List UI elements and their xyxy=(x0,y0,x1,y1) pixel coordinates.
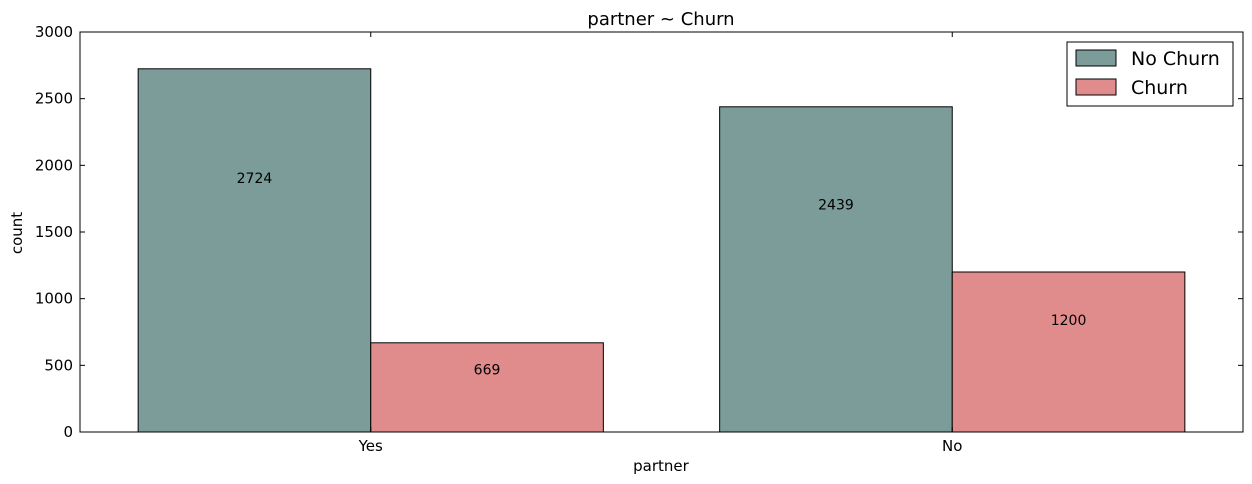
y-tick-label: 1000 xyxy=(35,290,73,308)
data-label: 2439 xyxy=(818,197,854,213)
y-axis-label: count xyxy=(8,212,26,254)
y-tick-label: 0 xyxy=(63,423,73,441)
y-tick-label: 2500 xyxy=(35,90,73,108)
legend-label: Churn xyxy=(1131,77,1188,99)
data-label: 1200 xyxy=(1051,313,1087,329)
y-tick-label: 2000 xyxy=(35,156,73,174)
y-tick-label: 3000 xyxy=(35,23,73,41)
plot-area: 2724 2439 669 1200 0 500 1000 1500 2000 2500 3000 Y… xyxy=(35,23,1244,455)
x-tick-label: No xyxy=(942,437,962,455)
x-tick-label: Yes xyxy=(358,437,383,455)
bar xyxy=(719,106,953,433)
data-label: 2724 xyxy=(237,171,273,187)
x-axis-label: partner xyxy=(633,457,689,475)
legend-swatch xyxy=(1075,78,1117,96)
data-label: 669 xyxy=(474,363,501,379)
legend-label: No Churn xyxy=(1131,48,1220,70)
y-tick-label: 500 xyxy=(44,356,73,374)
y-tick-label: 1500 xyxy=(35,223,73,241)
chart-title: partner ~ Churn xyxy=(587,9,734,30)
bar xyxy=(137,68,372,433)
legend-swatch xyxy=(1075,49,1117,67)
legend: No Churn Churn xyxy=(1066,41,1234,107)
bar xyxy=(951,271,1186,433)
bar xyxy=(370,342,604,433)
